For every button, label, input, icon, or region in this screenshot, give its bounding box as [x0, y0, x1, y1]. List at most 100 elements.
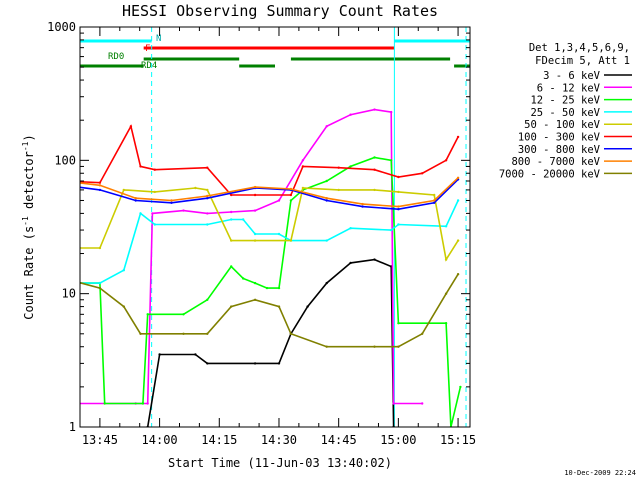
legend-label-6: 100 - 300 keV	[518, 132, 601, 144]
series-point-2	[373, 108, 376, 111]
series-point-2	[349, 113, 352, 116]
series-point-3	[141, 402, 145, 405]
series-point-3	[349, 165, 352, 168]
series-point-9	[289, 332, 293, 335]
series-point-3	[242, 277, 245, 280]
series-point-2	[277, 199, 281, 202]
x-axis: 13:45 14:00 14:15 14:30 14:45 15:00 15:15	[79, 27, 476, 447]
series-point-1	[349, 261, 352, 265]
legend-label-5: 50 - 100 keV	[524, 119, 601, 131]
series-point-4	[63, 282, 65, 284]
series-point-3	[146, 313, 149, 316]
series-point-8	[98, 184, 102, 187]
series-point-3	[182, 313, 185, 316]
series-point-4	[349, 227, 352, 230]
series-point-2	[390, 110, 393, 114]
series-point-1	[194, 353, 197, 356]
series-point-3	[444, 322, 448, 325]
series-point-4	[98, 281, 102, 285]
x-tick-label: 14:00	[142, 433, 178, 447]
flag-bars: NF RD0 RD4	[80, 34, 470, 71]
series-point-7	[325, 199, 328, 202]
series-line-2	[80, 108, 423, 405]
series-point-1	[325, 281, 328, 285]
y-tick-label: 100	[54, 153, 76, 167]
series-point-9	[444, 292, 448, 295]
series-point-6	[456, 135, 460, 139]
series-point-7	[63, 184, 65, 186]
series-point-8	[325, 197, 328, 200]
series-point-8	[289, 187, 293, 191]
flag-label-rd0: RD0	[108, 52, 124, 62]
series-point-7	[98, 188, 102, 192]
series-point-5	[153, 190, 156, 194]
series-point-7	[433, 201, 436, 204]
series-point-5	[194, 186, 197, 190]
y-axis-label-sup1: -1	[21, 216, 30, 226]
series-lines	[63, 108, 462, 427]
y-axis-label-end: )	[22, 134, 36, 141]
series-point-3	[230, 265, 233, 268]
series-point-7	[397, 208, 400, 211]
legend-label-7: 300 - 800 keV	[518, 144, 601, 156]
series-point-5	[301, 186, 305, 190]
legend-label-9: 7000 - 20000 keV	[499, 168, 601, 180]
series-point-8	[134, 197, 137, 200]
series-point-5	[444, 258, 448, 261]
x-tick-label: 14:30	[261, 433, 297, 447]
series-point-8	[253, 185, 257, 189]
series-point-4	[122, 269, 126, 272]
legend: Det 1,3,4,5,6,9, FDecim 5, Att 1 3 - 6 k…	[499, 42, 632, 180]
series-point-5	[253, 239, 257, 242]
series-point-2	[325, 125, 328, 128]
y-axis: 1 10 100 1000	[47, 20, 470, 434]
series-point-3	[277, 286, 281, 290]
series-point-1	[206, 362, 209, 365]
series-point-3	[253, 281, 257, 285]
series-point-4	[390, 228, 393, 232]
series-point-1	[277, 362, 281, 365]
series-point-6	[129, 125, 133, 128]
series-point-2	[63, 402, 65, 404]
series-point-2	[253, 209, 257, 212]
series-point-4	[153, 223, 156, 226]
series-point-4	[325, 239, 328, 242]
series-point-3	[206, 298, 209, 301]
series-point-5	[122, 188, 126, 192]
series-point-1	[158, 353, 161, 356]
series-point-9	[456, 273, 460, 276]
series-point-2	[206, 212, 209, 215]
series-point-2	[230, 210, 233, 214]
series-point-9	[182, 332, 185, 335]
series-point-3	[397, 322, 400, 325]
y-tick-label: 1	[69, 420, 76, 434]
series-point-3	[63, 282, 65, 284]
x-tick-label: 14:45	[321, 433, 357, 447]
series-point-4	[206, 223, 209, 226]
series-point-6	[63, 180, 65, 182]
series-line-1	[146, 258, 395, 427]
y-tick-label: 1000	[47, 20, 76, 34]
series-point-7	[170, 201, 173, 204]
series-point-5	[397, 190, 400, 194]
vertical-markers	[151, 27, 467, 427]
series-point-5	[98, 246, 102, 250]
series-point-1	[306, 305, 309, 308]
series-line-7	[80, 178, 459, 211]
series-point-8	[170, 199, 173, 202]
x-axis-label: Start Time (11-Jun-03 13:40:02)	[168, 456, 392, 470]
legend-label-4: 25 - 50 keV	[530, 107, 600, 119]
series-point-9	[253, 298, 257, 301]
series-point-3	[265, 286, 269, 290]
flag-label-f: F	[145, 44, 150, 54]
series-point-2	[392, 402, 395, 405]
series-point-9	[277, 305, 281, 308]
series-point-4	[456, 199, 460, 202]
series-point-5	[206, 188, 209, 192]
series-point-6	[421, 172, 424, 175]
series-point-3	[103, 402, 106, 405]
series-point-3	[390, 159, 393, 162]
series-point-1	[253, 362, 257, 365]
series-point-3	[289, 199, 293, 202]
series-line-9	[80, 273, 459, 348]
